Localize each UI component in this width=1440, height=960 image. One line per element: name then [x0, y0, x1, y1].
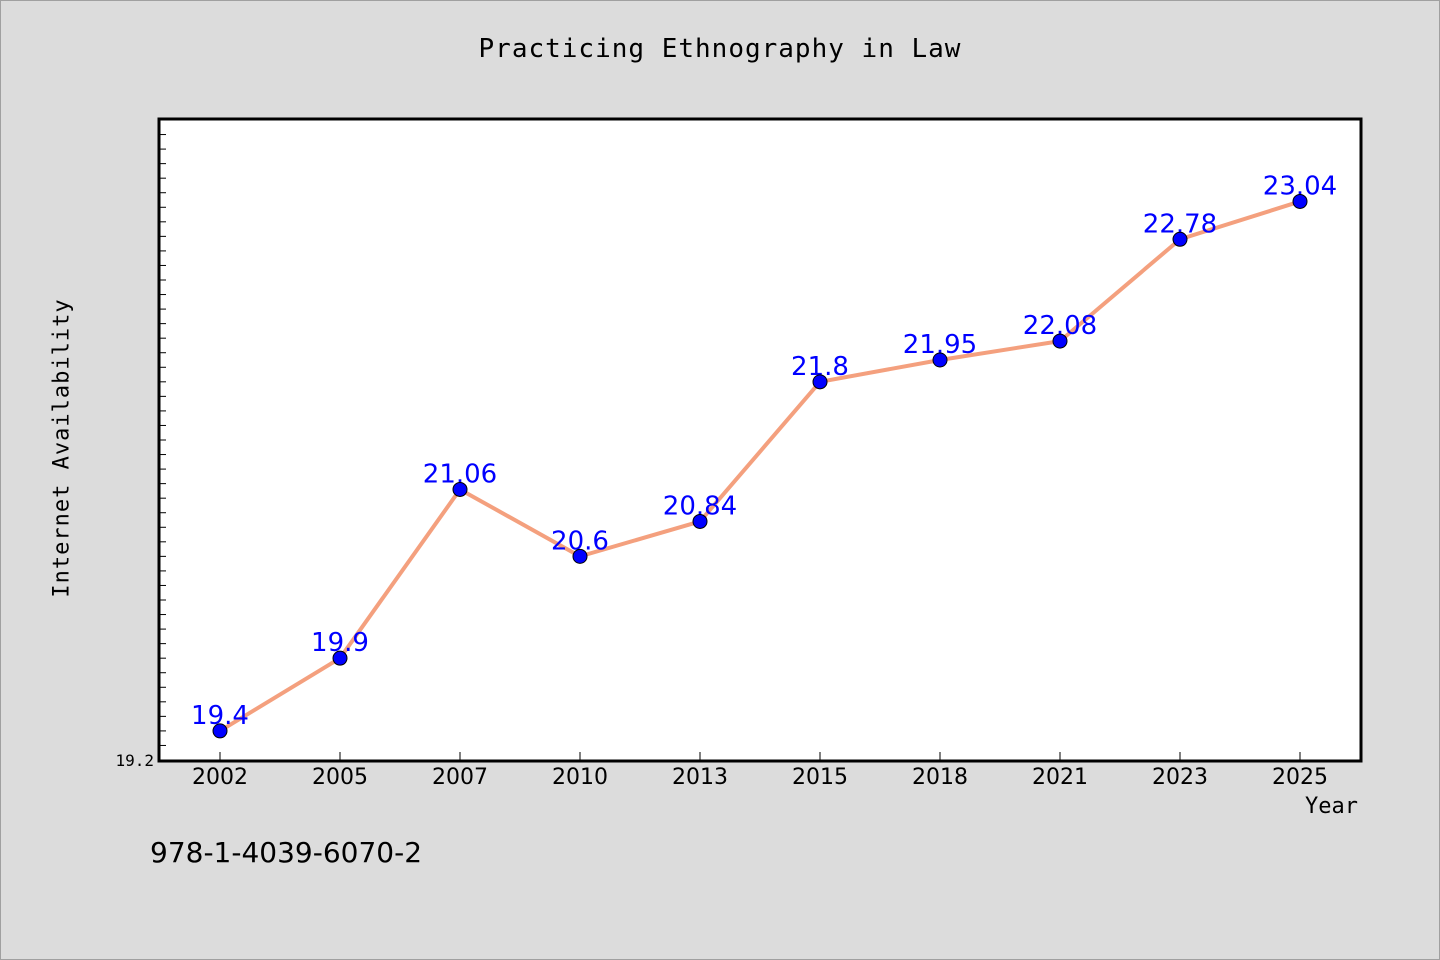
data-point: [692, 513, 708, 529]
data-point: [932, 352, 948, 368]
plot-area: [157, 117, 1363, 763]
data-point: [212, 723, 228, 739]
x-tick-label: 2025: [1272, 765, 1328, 790]
line-layer: [218, 199, 1301, 733]
chart-title: Practicing Ethnography in Law: [478, 34, 962, 64]
x-tick-label: 2023: [1152, 765, 1208, 790]
ticks-layer: 19.2 2002 2005 2007 2010 2013 2015 2018 2021 2023…: [115, 119, 1328, 790]
x-tick-label: 2007: [432, 765, 488, 790]
x-tick-label: 2018: [912, 765, 968, 790]
x-tick-label: 2002: [192, 765, 248, 790]
data-point: [812, 374, 828, 390]
x-tick-label: 2021: [1032, 765, 1088, 790]
series-line: [218, 199, 1301, 733]
x-tick-label: 2010: [552, 765, 608, 790]
isbn-text: 978-1-4039-6070-2: [150, 836, 423, 869]
data-point: [572, 548, 588, 564]
x-tick-label: 2013: [672, 765, 728, 790]
data-point: [332, 650, 348, 666]
x-axis-label: Year: [1305, 794, 1358, 819]
data-point: [1292, 193, 1308, 209]
data-point: [1052, 333, 1068, 349]
x-tick-label: 2005: [312, 765, 368, 790]
x-tick-label: 2015: [792, 765, 848, 790]
data-point: [452, 481, 468, 497]
markers-layer: [212, 193, 1308, 739]
data-point: [1172, 231, 1188, 247]
y-tick-label: 19.2: [115, 751, 154, 770]
